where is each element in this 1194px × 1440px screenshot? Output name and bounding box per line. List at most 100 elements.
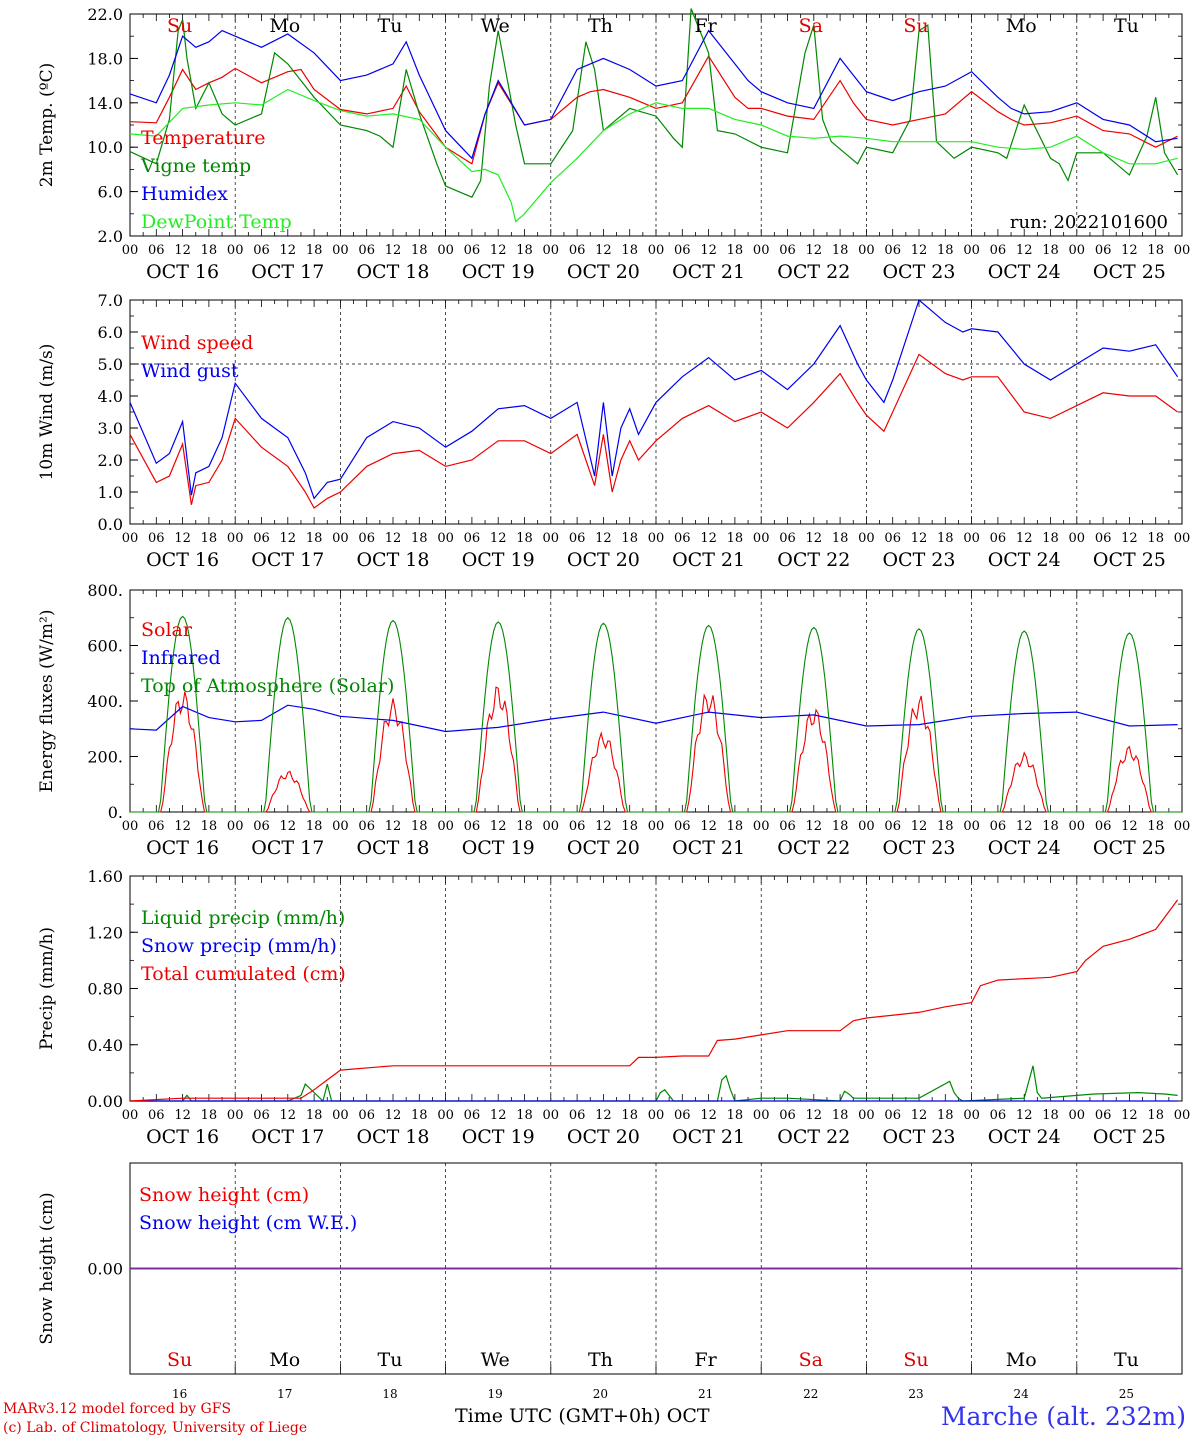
y-tick-label: 0.0 bbox=[98, 515, 123, 534]
hour-tick-label: 00 bbox=[543, 819, 560, 834]
hour-tick-label: 06 bbox=[779, 243, 796, 258]
hour-tick-label: 12 bbox=[1016, 531, 1033, 546]
hour-tick-label: 06 bbox=[674, 531, 691, 546]
hour-tick-label: 18 bbox=[832, 1108, 849, 1123]
hour-tick-label: 00 bbox=[648, 531, 665, 546]
hour-tick-label: 00 bbox=[332, 1108, 349, 1123]
month-label: OCT bbox=[666, 1405, 710, 1427]
hour-tick-label: 18 bbox=[516, 243, 533, 258]
hour-tick-label: 06 bbox=[464, 243, 481, 258]
hour-tick-label: 12 bbox=[595, 1108, 612, 1123]
hour-tick-label: 12 bbox=[490, 243, 507, 258]
hour-tick-label: 00 bbox=[963, 531, 980, 546]
date-label: OCT 18 bbox=[356, 549, 429, 571]
date-label: OCT 23 bbox=[882, 549, 955, 571]
date-label: OCT 17 bbox=[251, 1126, 324, 1148]
date-label: OCT 24 bbox=[988, 261, 1061, 283]
series-line bbox=[130, 615, 1182, 813]
hour-tick-label: 12 bbox=[1016, 1108, 1033, 1123]
hour-tick-label: 12 bbox=[1121, 531, 1138, 546]
hour-tick-label: 18 bbox=[832, 531, 849, 546]
hour-tick-label: 12 bbox=[700, 531, 717, 546]
hour-tick-label: 12 bbox=[280, 531, 297, 546]
legend-entry: Wind gust bbox=[141, 360, 239, 382]
hour-tick-label: 06 bbox=[569, 1108, 586, 1123]
hour-tick-label: 00 bbox=[1174, 531, 1191, 546]
hour-tick-label: 06 bbox=[1095, 819, 1112, 834]
y-tick-label: 200. bbox=[87, 748, 123, 767]
hour-tick-label: 00 bbox=[753, 531, 770, 546]
hour-tick-label: 06 bbox=[884, 243, 901, 258]
date-label: OCT 18 bbox=[356, 261, 429, 283]
hour-tick-label: 12 bbox=[595, 531, 612, 546]
hour-tick-label: 12 bbox=[911, 531, 928, 546]
hour-tick-label: 18 bbox=[1147, 243, 1164, 258]
hour-tick-label: 18 bbox=[832, 243, 849, 258]
hour-tick-label: 12 bbox=[280, 243, 297, 258]
hour-tick-label: 06 bbox=[148, 1108, 165, 1123]
hour-tick-label: 18 bbox=[1042, 243, 1059, 258]
date-label: OCT 23 bbox=[882, 837, 955, 859]
date-label: OCT 25 bbox=[1093, 837, 1166, 859]
hour-tick-label: 18 bbox=[937, 819, 954, 834]
day-number: 16 bbox=[172, 1387, 187, 1401]
hour-tick-label: 00 bbox=[437, 531, 454, 546]
y-tick-label: 22.0 bbox=[87, 5, 123, 24]
hour-tick-label: 06 bbox=[1095, 1108, 1112, 1123]
hour-tick-label: 12 bbox=[806, 1108, 823, 1123]
hour-tick-label: 12 bbox=[490, 531, 507, 546]
legend-entry: Infrared bbox=[141, 647, 221, 669]
y-axis-label: Snow height (cm) bbox=[37, 1192, 57, 1344]
hour-tick-label: 00 bbox=[963, 243, 980, 258]
hour-tick-label: 18 bbox=[306, 1108, 323, 1123]
hour-tick-label: 00 bbox=[858, 1108, 875, 1123]
date-label: OCT 21 bbox=[672, 549, 745, 571]
series-line bbox=[130, 1065, 1178, 1103]
y-axis-label: 10m Wind (m/s) bbox=[37, 344, 57, 481]
hour-tick-label: 00 bbox=[858, 531, 875, 546]
x-axis-label: Time UTC (GMT+0h) bbox=[455, 1405, 661, 1427]
date-label: OCT 18 bbox=[356, 837, 429, 859]
hour-tick-label: 18 bbox=[1147, 819, 1164, 834]
date-label: OCT 20 bbox=[567, 1126, 640, 1148]
hour-tick-label: 00 bbox=[543, 243, 560, 258]
weekday-label-bottom: We bbox=[481, 1349, 510, 1371]
date-label: OCT 19 bbox=[462, 549, 535, 571]
hour-tick-label: 00 bbox=[648, 243, 665, 258]
hour-tick-label: 06 bbox=[884, 1108, 901, 1123]
legend-entry: Solar bbox=[141, 619, 193, 641]
hour-tick-label: 12 bbox=[385, 243, 402, 258]
date-label: OCT 23 bbox=[882, 261, 955, 283]
hour-tick-label: 12 bbox=[490, 819, 507, 834]
date-label: OCT 20 bbox=[567, 549, 640, 571]
hour-tick-label: 18 bbox=[937, 531, 954, 546]
weekday-label-bottom: Sa bbox=[799, 1349, 823, 1371]
hour-tick-label: 18 bbox=[727, 819, 744, 834]
y-tick-label: 0.80 bbox=[87, 980, 123, 999]
hour-tick-label: 12 bbox=[174, 819, 191, 834]
credit-line-2: (c) Lab. of Climatology, University of L… bbox=[3, 1420, 308, 1436]
day-number: 18 bbox=[382, 1387, 397, 1401]
y-tick-label: 3.0 bbox=[98, 419, 123, 438]
legend-entry: Snow precip (mm/h) bbox=[141, 935, 337, 957]
weekday-label-bottom: Tu bbox=[1114, 1349, 1139, 1371]
hour-tick-label: 18 bbox=[1042, 531, 1059, 546]
legend-entry: Humidex bbox=[141, 183, 228, 205]
legend-entry: Liquid precip (mm/h) bbox=[141, 907, 345, 929]
hour-tick-label: 12 bbox=[1121, 1108, 1138, 1123]
date-label: OCT 25 bbox=[1093, 261, 1166, 283]
hour-tick-label: 12 bbox=[280, 1108, 297, 1123]
hour-tick-label: 00 bbox=[648, 819, 665, 834]
hour-tick-label: 12 bbox=[1016, 819, 1033, 834]
hour-tick-label: 18 bbox=[306, 819, 323, 834]
y-tick-label: 18.0 bbox=[87, 49, 123, 68]
hour-tick-label: 00 bbox=[122, 243, 139, 258]
hour-tick-label: 00 bbox=[963, 819, 980, 834]
hour-tick-label: 12 bbox=[595, 819, 612, 834]
hour-tick-label: 18 bbox=[832, 819, 849, 834]
credit-line-1: MARv3.12 model forced by GFS bbox=[3, 1401, 232, 1417]
hour-tick-label: 00 bbox=[1069, 1108, 1086, 1123]
legend-entry: DewPoint Temp bbox=[141, 211, 292, 233]
hour-tick-label: 06 bbox=[990, 243, 1007, 258]
hour-tick-label: 00 bbox=[122, 531, 139, 546]
